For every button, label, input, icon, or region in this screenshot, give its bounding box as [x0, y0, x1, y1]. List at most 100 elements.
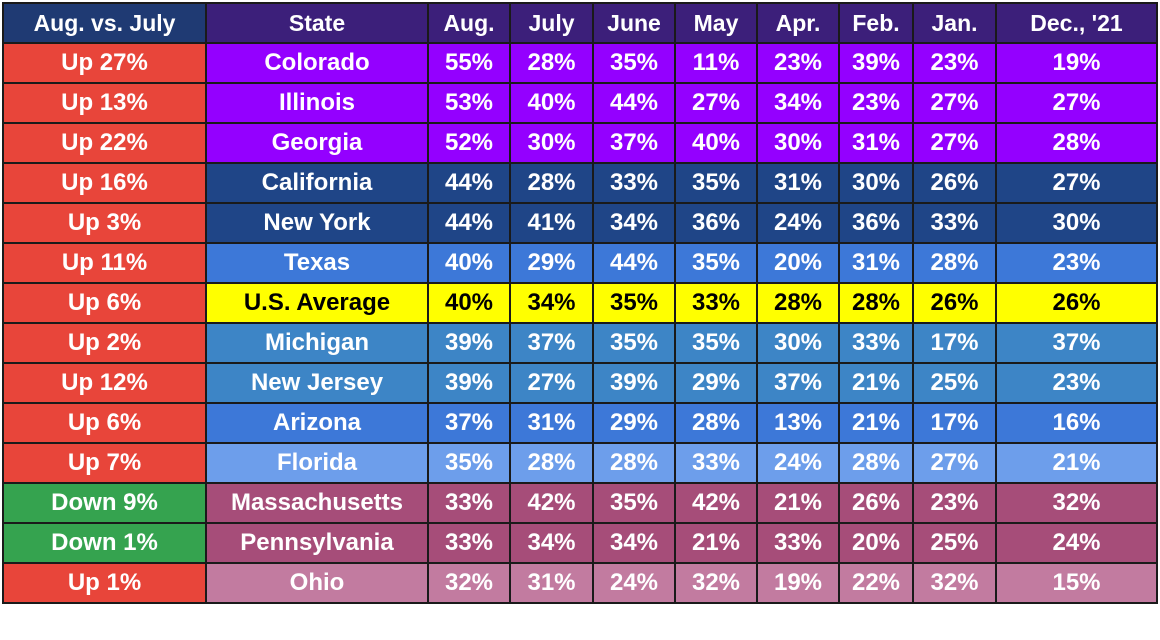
value-cell: 27%	[995, 82, 1158, 124]
state-cell: Pennsylvania	[205, 522, 429, 564]
value-cell: 36%	[674, 202, 758, 244]
value-cell: 35%	[674, 322, 758, 364]
value-cell: 28%	[912, 242, 997, 284]
value-cell: 27%	[995, 162, 1158, 204]
value-cell: 26%	[995, 282, 1158, 324]
value-cell: 37%	[995, 322, 1158, 364]
table-row: Up 27% Colorado 55% 28% 35% 11% 23% 39% 23% 19%	[2, 42, 1158, 84]
value-cell: 39%	[427, 322, 511, 364]
value-cell: 34%	[509, 282, 594, 324]
value-cell: 31%	[509, 562, 594, 604]
value-cell: 30%	[995, 202, 1158, 244]
value-cell: 28%	[509, 442, 594, 484]
state-cell: Arizona	[205, 402, 429, 444]
value-cell: 27%	[674, 82, 758, 124]
value-cell: 33%	[674, 282, 758, 324]
value-cell: 17%	[912, 402, 997, 444]
header-month: Jan.	[912, 2, 997, 44]
value-cell: 37%	[592, 122, 676, 164]
value-cell: 29%	[674, 362, 758, 404]
value-cell: 20%	[838, 522, 914, 564]
value-cell: 28%	[592, 442, 676, 484]
value-cell: 40%	[509, 82, 594, 124]
value-cell: 23%	[756, 42, 840, 84]
value-cell: 25%	[912, 522, 997, 564]
value-cell: 40%	[427, 242, 511, 284]
table-row: Up 22% Georgia 52% 30% 37% 40% 30% 31% 27% 28%	[2, 122, 1158, 164]
value-cell: 34%	[756, 82, 840, 124]
value-cell: 39%	[592, 362, 676, 404]
state-cell: Illinois	[205, 82, 429, 124]
value-cell: 36%	[838, 202, 914, 244]
header-row: Aug. vs. July State Aug. July June May A…	[2, 2, 1158, 44]
header-month: Feb.	[838, 2, 914, 44]
change-cell: Up 27%	[2, 42, 207, 84]
value-cell: 23%	[838, 82, 914, 124]
value-cell: 24%	[592, 562, 676, 604]
change-cell: Up 13%	[2, 82, 207, 124]
value-cell: 26%	[838, 482, 914, 524]
value-cell: 31%	[838, 242, 914, 284]
value-cell: 32%	[427, 562, 511, 604]
value-cell: 35%	[592, 322, 676, 364]
value-cell: 52%	[427, 122, 511, 164]
value-cell: 28%	[838, 442, 914, 484]
table-row: Up 11% Texas 40% 29% 44% 35% 20% 31% 28% 23%	[2, 242, 1158, 284]
table-row: Up 13% Illinois 53% 40% 44% 27% 34% 23% 27% 27%	[2, 82, 1158, 124]
change-cell: Up 12%	[2, 362, 207, 404]
value-cell: 28%	[674, 402, 758, 444]
change-cell: Up 7%	[2, 442, 207, 484]
change-cell: Up 6%	[2, 282, 207, 324]
value-cell: 16%	[995, 402, 1158, 444]
change-cell: Up 6%	[2, 402, 207, 444]
table-row: Up 1% Ohio 32% 31% 24% 32% 19% 22% 32% 15%	[2, 562, 1158, 604]
value-cell: 24%	[756, 442, 840, 484]
value-cell: 28%	[756, 282, 840, 324]
value-cell: 33%	[427, 522, 511, 564]
header-month: Dec., '21	[995, 2, 1158, 44]
value-cell: 33%	[674, 442, 758, 484]
value-cell: 33%	[592, 162, 676, 204]
value-cell: 17%	[912, 322, 997, 364]
state-cell: Ohio	[205, 562, 429, 604]
value-cell: 32%	[912, 562, 997, 604]
header-compare: Aug. vs. July	[2, 2, 207, 44]
value-cell: 21%	[838, 362, 914, 404]
header-month: July	[509, 2, 594, 44]
value-cell: 44%	[427, 202, 511, 244]
value-cell: 31%	[838, 122, 914, 164]
value-cell: 29%	[592, 402, 676, 444]
header-month: Aug.	[427, 2, 511, 44]
value-cell: 28%	[509, 162, 594, 204]
state-cell: U.S. Average	[205, 282, 429, 324]
change-cell: Up 11%	[2, 242, 207, 284]
value-cell: 30%	[756, 122, 840, 164]
value-cell: 27%	[509, 362, 594, 404]
table-row: Up 2% Michigan 39% 37% 35% 35% 30% 33% 17% 37%	[2, 322, 1158, 364]
state-comparison-table: Aug. vs. July State Aug. July June May A…	[2, 2, 1158, 604]
value-cell: 11%	[674, 42, 758, 84]
value-cell: 55%	[427, 42, 511, 84]
value-cell: 40%	[674, 122, 758, 164]
table-row: Up 12% New Jersey 39% 27% 39% 29% 37% 21% 25% 23%	[2, 362, 1158, 404]
value-cell: 33%	[756, 522, 840, 564]
value-cell: 27%	[912, 82, 997, 124]
value-cell: 24%	[995, 522, 1158, 564]
value-cell: 44%	[427, 162, 511, 204]
value-cell: 25%	[912, 362, 997, 404]
value-cell: 42%	[509, 482, 594, 524]
value-cell: 31%	[756, 162, 840, 204]
value-cell: 35%	[427, 442, 511, 484]
value-cell: 30%	[838, 162, 914, 204]
value-cell: 26%	[912, 282, 997, 324]
value-cell: 34%	[509, 522, 594, 564]
value-cell: 21%	[838, 402, 914, 444]
value-cell: 27%	[912, 442, 997, 484]
value-cell: 53%	[427, 82, 511, 124]
state-cell: New Jersey	[205, 362, 429, 404]
value-cell: 31%	[509, 402, 594, 444]
state-cell: Texas	[205, 242, 429, 284]
table-body: Up 27% Colorado 55% 28% 35% 11% 23% 39% 23% 19% Up…	[2, 42, 1158, 604]
value-cell: 30%	[756, 322, 840, 364]
value-cell: 30%	[509, 122, 594, 164]
